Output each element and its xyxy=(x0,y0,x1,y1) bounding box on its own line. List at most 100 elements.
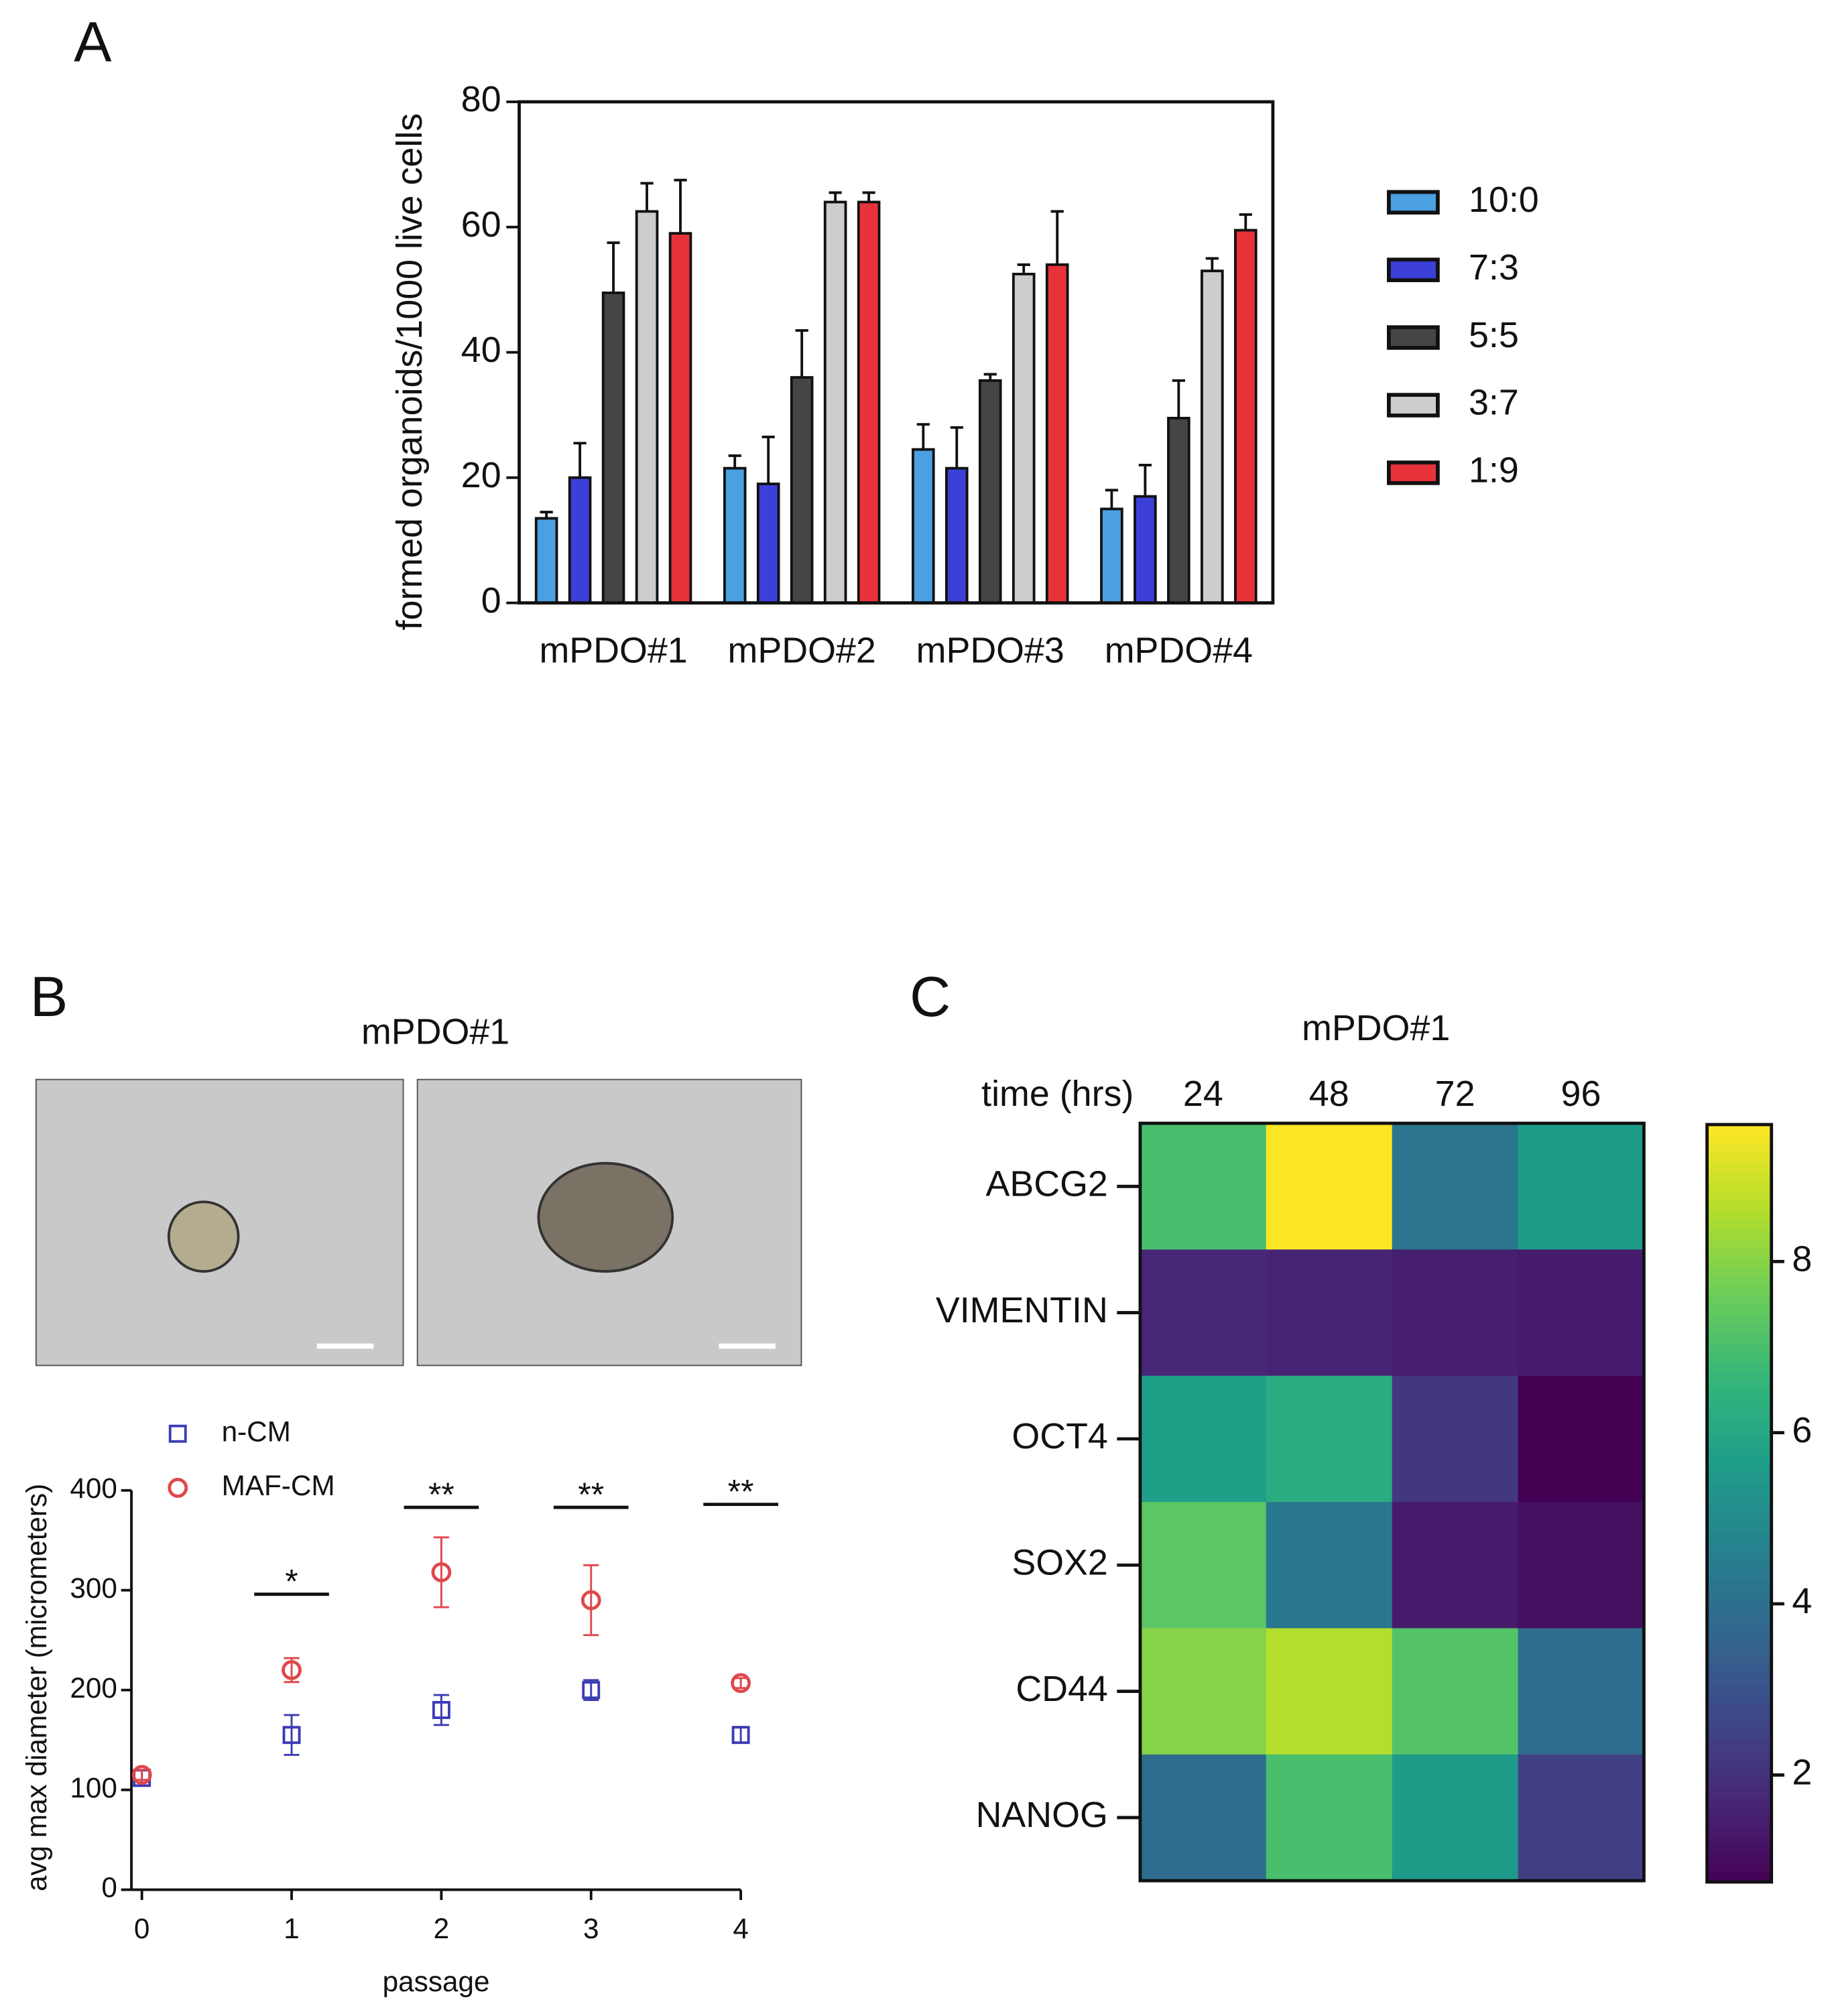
bar xyxy=(978,379,1002,605)
colorbar-segment xyxy=(1707,1768,1772,1779)
colorbar-segment xyxy=(1707,1863,1772,1873)
x-tick-label: 2 xyxy=(434,1913,450,1944)
colorbar-segment xyxy=(1707,1541,1772,1552)
y-tick-label: 60 xyxy=(461,204,501,245)
x-tick-label: 3 xyxy=(583,1913,599,1944)
colorbar-segment xyxy=(1707,1181,1772,1192)
colorbar-segment xyxy=(1707,1844,1772,1854)
x-tick-label: mPDO#2 xyxy=(728,631,876,671)
heatmap-cell xyxy=(1140,1628,1267,1755)
y-tick-label: SOX2 xyxy=(1012,1542,1108,1582)
bar xyxy=(823,200,847,605)
colorbar-segment xyxy=(1707,1531,1772,1542)
colorbar-segment xyxy=(1707,1872,1772,1883)
heatmap-cell xyxy=(1140,1123,1267,1251)
bar xyxy=(857,200,881,605)
y-tick-label: ABCG2 xyxy=(985,1163,1107,1204)
bar xyxy=(1100,507,1123,605)
significance-label: ** xyxy=(428,1476,454,1513)
colorbar-segment xyxy=(1707,1314,1772,1324)
colorbar-segment xyxy=(1707,1825,1772,1836)
significance-label: ** xyxy=(578,1476,604,1513)
colorbar-segment xyxy=(1707,1228,1772,1239)
colorbar-segment xyxy=(1707,1332,1772,1343)
y-tick-label: 80 xyxy=(461,79,501,119)
colorbar-segment xyxy=(1707,1588,1772,1599)
colorbar-segment xyxy=(1707,1683,1772,1694)
legend-label: 3:7 xyxy=(1469,383,1519,423)
colorbar-segment xyxy=(1707,1806,1772,1817)
colorbar-segment xyxy=(1707,1380,1772,1391)
heatmap-cell xyxy=(1392,1754,1519,1882)
x-tick-label: 0 xyxy=(134,1913,150,1944)
x-axis-label: time (hrs) xyxy=(981,1074,1134,1114)
colorbar-segment xyxy=(1707,1720,1772,1731)
colorbar-segment xyxy=(1707,1172,1772,1182)
colorbar-segment xyxy=(1707,1674,1772,1684)
y-tick-label: VIMENTIN xyxy=(936,1290,1108,1330)
heatmap-cell xyxy=(1392,1502,1519,1629)
legend-swatch xyxy=(1386,460,1440,485)
legend-swatch xyxy=(1386,393,1440,418)
point xyxy=(731,1673,751,1694)
y-tick-label: 300 xyxy=(70,1572,117,1604)
colorbar-segment xyxy=(1707,1513,1772,1523)
colorbar-segment xyxy=(1707,1730,1772,1741)
point xyxy=(731,1726,750,1745)
colorbar-segment xyxy=(1707,1323,1772,1334)
colorbar-segment xyxy=(1707,1361,1772,1372)
colorbar-tick-label: 6 xyxy=(1792,1410,1812,1450)
colorbar-segment xyxy=(1707,1456,1772,1466)
bar xyxy=(568,476,592,605)
legend-swatch xyxy=(1386,257,1440,282)
heatmap-cell xyxy=(1140,1249,1267,1377)
colorbar-segment xyxy=(1707,1124,1772,1135)
colorbar-segment xyxy=(1707,1796,1772,1807)
bar xyxy=(912,448,935,605)
point xyxy=(581,1590,601,1611)
colorbar-segment xyxy=(1707,1219,1772,1230)
colorbar-segment xyxy=(1707,1266,1772,1277)
colorbar-segment xyxy=(1707,1853,1772,1864)
significance-label: * xyxy=(285,1563,298,1600)
colorbar-segment xyxy=(1707,1247,1772,1258)
colorbar-segment xyxy=(1707,1399,1772,1409)
y-tick-label: 0 xyxy=(101,1872,117,1903)
colorbar-segment xyxy=(1707,1257,1772,1267)
heatmap-cell xyxy=(1518,1628,1645,1755)
x-axis-label: passage xyxy=(383,1966,490,1997)
x-tick-label: 96 xyxy=(1561,1074,1601,1114)
heatmap-cell xyxy=(1140,1502,1267,1629)
heatmap-cell xyxy=(1518,1123,1645,1251)
legend-label: 7:3 xyxy=(1469,247,1519,288)
panel-label: B xyxy=(30,964,68,1028)
colorbar-segment xyxy=(1707,1134,1772,1145)
panel-label: C xyxy=(910,964,951,1028)
x-tick-label: mPDO#1 xyxy=(539,631,687,671)
bar xyxy=(1167,416,1190,605)
significance-label: ** xyxy=(728,1472,754,1510)
x-tick-label: mPDO#3 xyxy=(916,631,1064,671)
point xyxy=(282,1659,302,1680)
point xyxy=(282,1726,301,1745)
colorbar-segment xyxy=(1707,1427,1772,1438)
colorbar-segment xyxy=(1707,1275,1772,1287)
heatmap-cell xyxy=(1266,1754,1393,1882)
colorbar-segment xyxy=(1707,1617,1772,1627)
heatmap-cell xyxy=(1392,1249,1519,1377)
colorbar-segment xyxy=(1707,1474,1772,1485)
bar xyxy=(944,466,969,605)
colorbar-segment xyxy=(1707,1285,1772,1296)
bar xyxy=(1201,269,1224,605)
colorbar-segment xyxy=(1707,1607,1772,1618)
heatmap-cell xyxy=(1140,1375,1267,1503)
heatmap-cell xyxy=(1140,1754,1267,1882)
y-axis-label: formed organoids/1000 live cells xyxy=(389,113,430,631)
colorbar-segment xyxy=(1707,1493,1772,1504)
bar xyxy=(723,466,747,605)
bar xyxy=(1012,272,1036,605)
legend-label: MAF-CM xyxy=(222,1470,335,1501)
y-tick-label: 0 xyxy=(481,580,501,621)
colorbar-tick-label: 2 xyxy=(1792,1753,1812,1793)
